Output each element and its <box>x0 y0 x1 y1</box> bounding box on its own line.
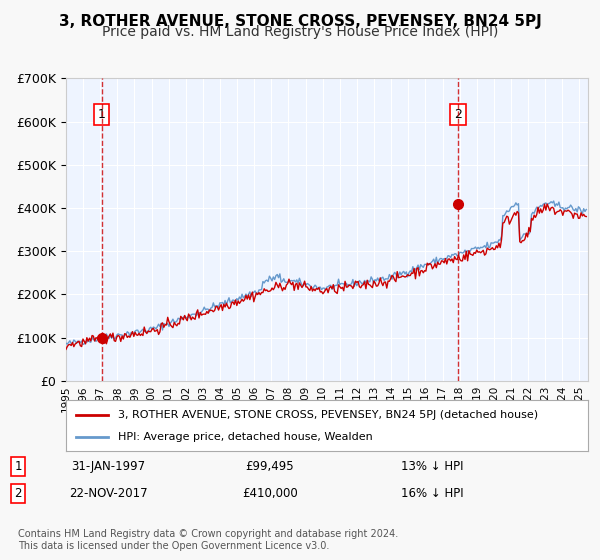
Text: Price paid vs. HM Land Registry's House Price Index (HPI): Price paid vs. HM Land Registry's House … <box>102 25 498 39</box>
Text: 22-NOV-2017: 22-NOV-2017 <box>68 487 148 500</box>
Text: 1: 1 <box>98 108 106 121</box>
Text: £99,495: £99,495 <box>245 460 295 473</box>
Text: £410,000: £410,000 <box>242 487 298 500</box>
Text: 16% ↓ HPI: 16% ↓ HPI <box>401 487 463 500</box>
Text: Contains HM Land Registry data © Crown copyright and database right 2024.
This d: Contains HM Land Registry data © Crown c… <box>18 529 398 551</box>
Text: 1: 1 <box>14 460 22 473</box>
Text: 3, ROTHER AVENUE, STONE CROSS, PEVENSEY, BN24 5PJ: 3, ROTHER AVENUE, STONE CROSS, PEVENSEY,… <box>59 14 541 29</box>
Text: 2: 2 <box>454 108 462 121</box>
Text: 3, ROTHER AVENUE, STONE CROSS, PEVENSEY, BN24 5PJ (detached house): 3, ROTHER AVENUE, STONE CROSS, PEVENSEY,… <box>118 409 538 419</box>
Text: 13% ↓ HPI: 13% ↓ HPI <box>401 460 463 473</box>
Text: 2: 2 <box>14 487 22 500</box>
Text: 31-JAN-1997: 31-JAN-1997 <box>71 460 145 473</box>
Text: HPI: Average price, detached house, Wealden: HPI: Average price, detached house, Weal… <box>118 432 373 442</box>
